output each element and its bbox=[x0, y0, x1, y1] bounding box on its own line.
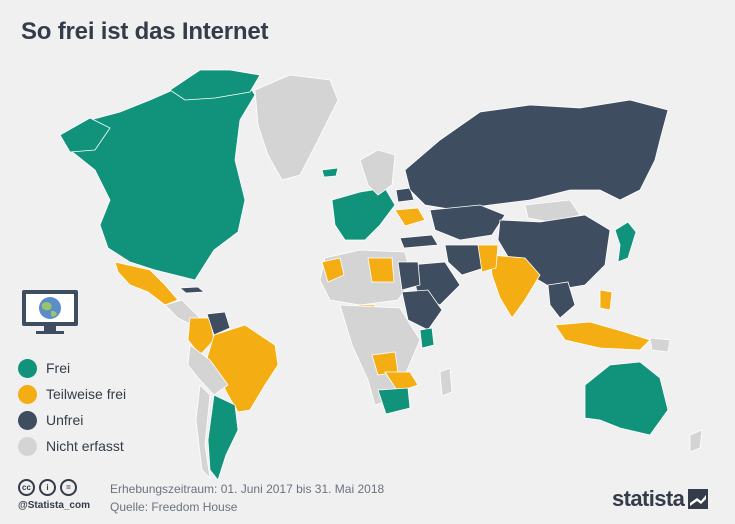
scandinavia-region bbox=[359, 149, 396, 196]
papua-region bbox=[649, 337, 671, 353]
by-icon[interactable]: i bbox=[39, 479, 56, 496]
belarus-region bbox=[395, 187, 415, 203]
libya-region bbox=[367, 257, 395, 283]
turkey-region bbox=[399, 234, 439, 249]
legend: Frei Teilweise frei Unfrei Nicht erfasst bbox=[18, 355, 126, 459]
legend-label: Nicht erfasst bbox=[46, 438, 124, 454]
page-title: So frei ist das Internet bbox=[21, 18, 269, 45]
india-region bbox=[489, 254, 541, 319]
source-notes: Erhebungszeitraum: 01. Juni 2017 bis 31.… bbox=[110, 480, 384, 516]
alaska-region bbox=[59, 117, 111, 153]
legend-swatch bbox=[18, 358, 37, 378]
survey-period: Erhebungszeitraum: 01. Juni 2017 bis 31.… bbox=[110, 482, 385, 496]
legend-item-unfrei: Unfrei bbox=[18, 407, 126, 433]
legend-item-nicht-erfasst: Nicht erfasst bbox=[18, 433, 126, 459]
equal-icon[interactable]: = bbox=[60, 479, 77, 496]
southern-africa-region bbox=[384, 371, 419, 393]
cc-icon[interactable]: cc bbox=[18, 479, 35, 496]
legend-swatch bbox=[18, 384, 37, 404]
south-africa-region bbox=[377, 387, 411, 415]
legend-swatch bbox=[18, 436, 37, 456]
iran-region bbox=[444, 244, 485, 276]
statista-logo[interactable]: statista bbox=[612, 486, 709, 512]
colombia-region bbox=[187, 317, 215, 356]
legend-label: Frei bbox=[46, 360, 71, 376]
argentina-region bbox=[207, 394, 239, 481]
australia-region bbox=[584, 361, 669, 436]
brand-name: statista bbox=[612, 486, 685, 511]
egypt-region bbox=[397, 261, 421, 291]
new-zealand-region bbox=[689, 429, 703, 453]
north-america-region bbox=[59, 71, 256, 281]
license-block: cc i = @Statista_com bbox=[18, 479, 90, 511]
ukraine-region bbox=[394, 207, 426, 227]
kenya-region bbox=[419, 327, 435, 349]
chile-region bbox=[195, 384, 211, 480]
greenland-region bbox=[254, 74, 339, 181]
twitter-handle[interactable]: @Statista_com bbox=[18, 500, 90, 511]
legend-item-teilweise-frei: Teilweise frei bbox=[18, 381, 126, 407]
pakistan-region bbox=[477, 244, 499, 273]
russia-region bbox=[404, 99, 669, 211]
iceland-region bbox=[321, 167, 339, 178]
cuba-region bbox=[178, 286, 206, 294]
legend-item-frei: Frei bbox=[18, 355, 126, 381]
venezuela-region bbox=[206, 311, 231, 336]
europe-west-region bbox=[331, 187, 396, 241]
sudan-ethiopia-region bbox=[401, 289, 443, 331]
kazakhstan-region bbox=[429, 204, 506, 241]
japan-region bbox=[614, 221, 637, 263]
indonesia-region bbox=[554, 321, 651, 351]
monitor-globe-icon bbox=[20, 288, 80, 341]
legend-label: Teilweise frei bbox=[46, 386, 127, 402]
legend-label: Unfrei bbox=[46, 412, 84, 428]
madagascar-region bbox=[439, 367, 453, 397]
canada-arctic-islands bbox=[169, 69, 261, 101]
philippines-region bbox=[599, 289, 613, 311]
morocco-region bbox=[321, 257, 345, 283]
legend-swatch bbox=[18, 410, 37, 430]
southeast-asia-region bbox=[547, 281, 576, 319]
statista-mark-icon bbox=[688, 489, 709, 509]
source: Quelle: Freedom House bbox=[110, 500, 238, 514]
